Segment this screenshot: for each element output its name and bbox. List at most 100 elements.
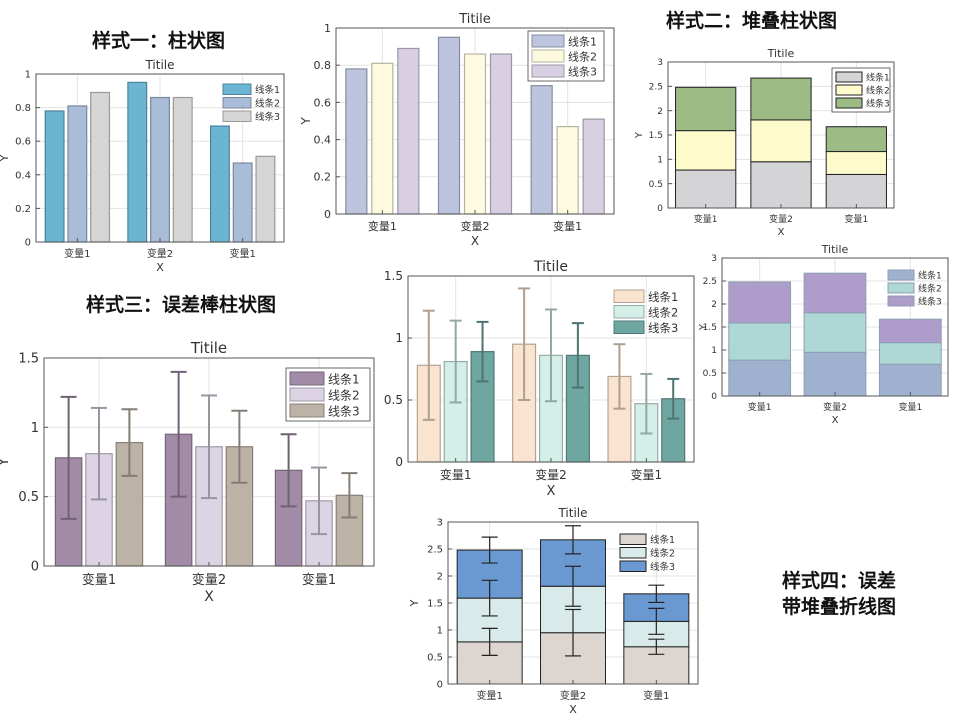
legend-swatch (619, 547, 647, 559)
x-tick-label: 变量1 (844, 213, 868, 225)
bar-segment (750, 161, 812, 209)
x-tick-label: 变量2 (147, 247, 173, 260)
x-tick-label: 变量2 (192, 572, 226, 588)
legend-label: 线条2 (255, 98, 280, 110)
bar (437, 36, 461, 215)
bar (255, 155, 276, 243)
y-tick-label: 2.5 (703, 277, 717, 287)
bar-segment (825, 173, 887, 209)
legend-swatch (887, 269, 915, 281)
x-axis-label: X (547, 484, 556, 499)
bar (67, 105, 88, 243)
x-tick-label: 变量1 (748, 401, 772, 413)
legend-swatch (613, 320, 645, 334)
y-tick-label: 0 (31, 560, 39, 575)
y-tick-label: 1 (25, 70, 31, 81)
legend-swatch (222, 83, 252, 95)
legend-label: 线条3 (866, 98, 890, 110)
y-tick-label: 1.5 (427, 599, 443, 610)
chart-title: Titile (533, 259, 568, 275)
y-tick-label: 0.5 (384, 393, 403, 407)
bar (150, 96, 170, 243)
legend-label: 线条2 (328, 389, 360, 403)
y-tick-label: 0.5 (18, 490, 39, 505)
y-tick-label: 0 (25, 238, 31, 249)
legend-label: 线条2 (650, 548, 675, 560)
heading-style4-line1: 样式四：误差 (782, 570, 897, 592)
y-tick-label: 1 (324, 22, 331, 35)
legend-swatch (531, 64, 565, 78)
y-tick-label: 2.5 (427, 545, 443, 556)
legend-swatch (289, 371, 325, 386)
legend-label: 线条2 (568, 50, 597, 64)
legend-swatch (531, 34, 565, 48)
heading-style2: 样式二：堆叠柱状图 (666, 10, 838, 32)
legend-label: 线条3 (918, 296, 942, 308)
y-tick-label: 0.8 (314, 59, 332, 72)
legend-label: 线条3 (328, 405, 360, 419)
y-tick-label: 1.5 (649, 131, 663, 141)
y-tick-label: 3 (437, 518, 443, 529)
legend-swatch (613, 289, 645, 303)
legend-swatch (619, 560, 647, 572)
bar-segment (825, 151, 887, 175)
y-tick-label: 0.6 (314, 96, 332, 109)
bar-segment (803, 312, 867, 353)
x-tick-label: 变量1 (553, 219, 582, 233)
legend-label: 线条3 (255, 111, 280, 123)
legend-swatch (619, 533, 647, 545)
bar (371, 62, 394, 215)
y-axis-label: Y (0, 457, 12, 467)
x-tick-label: 变量1 (694, 213, 718, 225)
y-tick-label: 0 (395, 455, 403, 469)
bar (530, 85, 553, 215)
y-tick-label: 1.5 (703, 323, 717, 333)
y-tick-label: 1.5 (384, 269, 403, 283)
legend-label: 线条2 (648, 306, 678, 320)
legend-label: 线条1 (568, 35, 597, 49)
bar (345, 68, 368, 215)
x-tick-label: 变量1 (229, 247, 255, 260)
x-tick-label: 变量1 (302, 572, 336, 588)
x-tick-label: 变量1 (643, 689, 669, 702)
y-tick-label: 0.2 (314, 171, 332, 184)
chart-title: Titile (821, 243, 849, 256)
y-tick-label: 0.5 (703, 369, 717, 379)
legend-label: 线条3 (568, 65, 597, 79)
legend-label: 线条1 (918, 270, 942, 282)
y-axis-label: Y (634, 131, 645, 139)
y-tick-label: 0 (711, 392, 717, 402)
bar-segment (803, 351, 867, 397)
x-axis-label: X (156, 261, 164, 274)
bar (90, 91, 111, 243)
x-tick-label: 变量2 (560, 689, 586, 702)
legend-label: 线条1 (650, 534, 675, 546)
bar (127, 81, 148, 243)
bar-segment (675, 86, 737, 132)
y-axis-label: Y (408, 599, 421, 607)
y-tick-label: 1 (437, 626, 443, 637)
x-tick-label: 变量2 (535, 467, 567, 482)
bar-segment (750, 77, 812, 121)
legend-label: 线条2 (866, 85, 890, 97)
legend-label: 线条2 (918, 283, 942, 295)
x-tick-label: 变量1 (631, 467, 663, 482)
bar-segment (750, 119, 812, 163)
bar (209, 125, 230, 243)
x-axis-label: X (832, 415, 839, 426)
bar (232, 162, 253, 243)
y-tick-label: 0.8 (15, 103, 31, 114)
bar (44, 110, 65, 243)
y-tick-label: 0.5 (649, 180, 663, 190)
y-tick-label: 3 (657, 58, 663, 68)
legend-swatch (289, 403, 325, 418)
x-tick-label: 变量1 (82, 572, 116, 588)
y-tick-label: 0.2 (15, 204, 31, 215)
style3-errorbar-chart: 0 0.5 1 1.5 变量1 变量2 变量1 X Y Titile 线条1 线条2 线条3 (0, 339, 375, 605)
y-tick-label: 0 (657, 204, 663, 214)
y-tick-label: 1 (31, 421, 39, 436)
x-tick-label: 变量2 (823, 401, 847, 413)
bar (556, 125, 579, 215)
